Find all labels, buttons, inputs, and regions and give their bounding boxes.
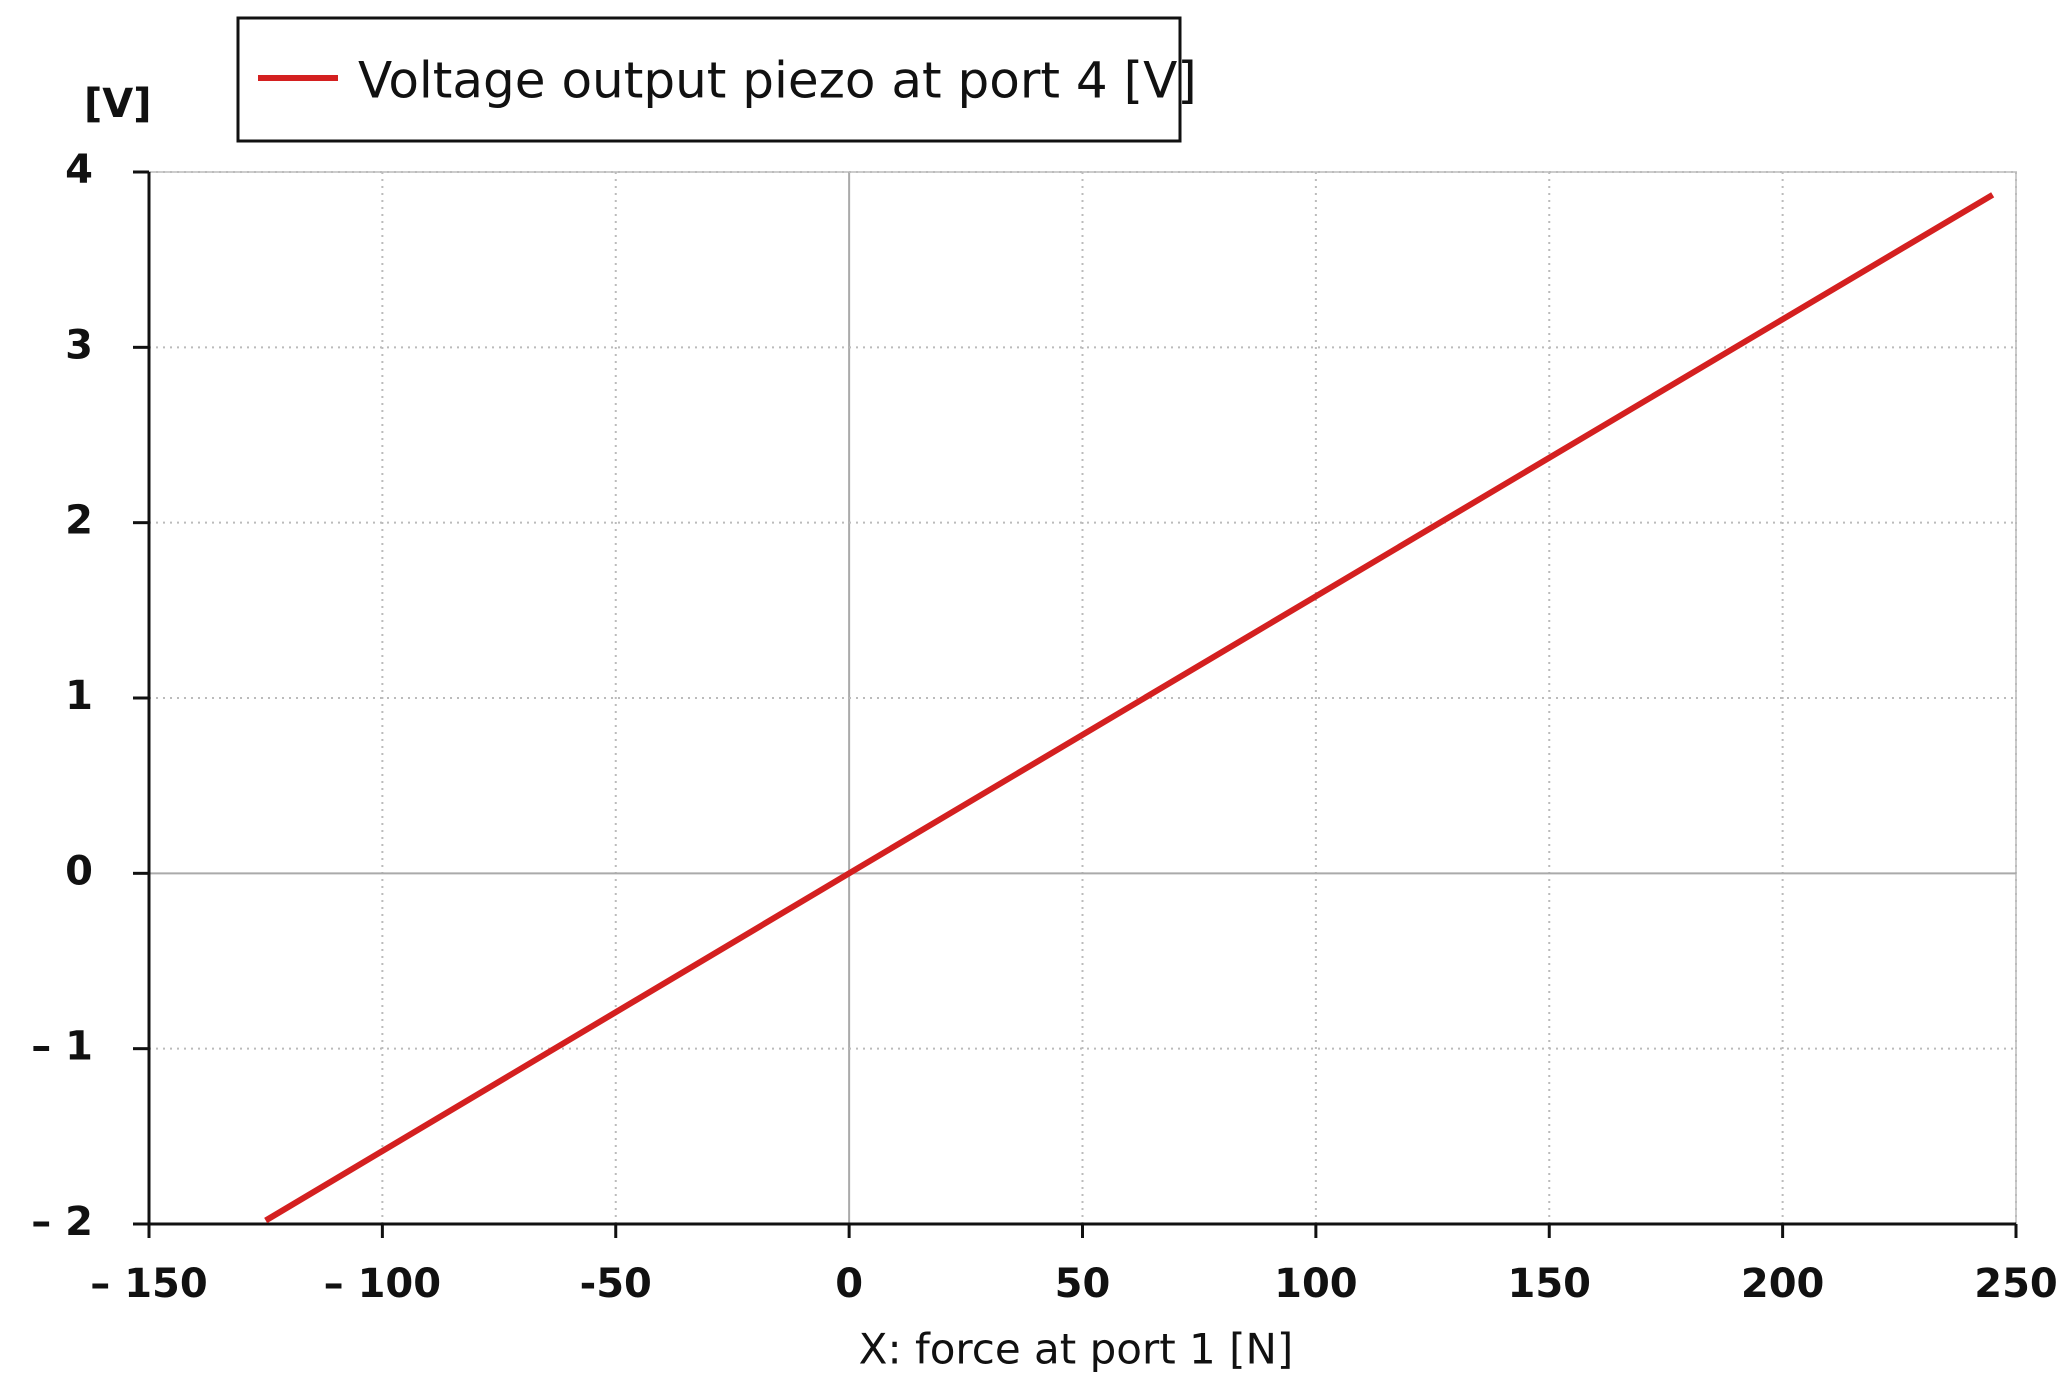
legend-box: [236, 16, 1182, 143]
x-tick-label: 250: [1974, 1261, 2058, 1307]
y-tick-label: – 1: [31, 1024, 93, 1070]
data-line: [264, 192, 1995, 1224]
legend-label: Voltage output piezo at port 4 [V]: [358, 52, 1197, 110]
y-tick-label: 1: [65, 673, 93, 719]
y-tick-label: 2: [65, 498, 93, 544]
x-tick-label: -50: [580, 1261, 652, 1307]
x-tick-label: – 150: [90, 1261, 207, 1307]
y-tick-label: 3: [65, 322, 93, 368]
x-tick-label: 100: [1274, 1261, 1358, 1307]
y-tick-label: – 2: [31, 1199, 93, 1245]
x-axis-label: X: force at port 1 [N]: [859, 1325, 1294, 1374]
y-tick-label: 4: [65, 147, 93, 193]
x-tick-label: 0: [835, 1261, 863, 1307]
x-tick-label: 200: [1741, 1261, 1825, 1307]
x-tick-label: 150: [1508, 1261, 1592, 1307]
x-tick-label: 50: [1055, 1261, 1111, 1307]
x-tick-label: – 100: [324, 1261, 441, 1307]
y-tick-label: 0: [65, 848, 93, 894]
y-axis-label: [V]: [84, 81, 152, 127]
